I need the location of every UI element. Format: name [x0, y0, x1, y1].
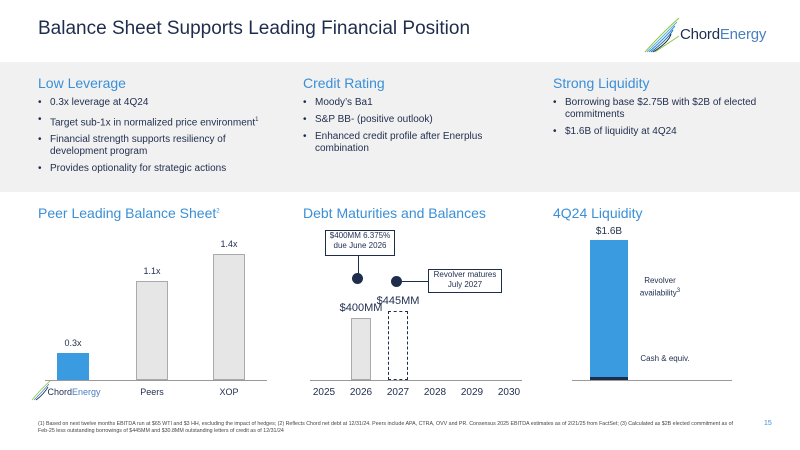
x-axis	[310, 380, 522, 381]
liquidity-heading: Strong Liquidity	[553, 75, 650, 91]
tick-label: XOP	[219, 387, 239, 397]
data-label: $400MM	[339, 302, 383, 314]
bar	[136, 281, 168, 380]
tick-label: 2026	[349, 387, 373, 398]
chord-energy-small-logo-icon	[31, 380, 51, 401]
bullet: Target sub-1x in normalized price enviro…	[38, 114, 263, 129]
tick-label: 2025	[312, 387, 336, 398]
revolver-callout: Revolver matures July 2027	[428, 269, 502, 293]
bar	[351, 318, 371, 380]
logo-wordmark: ChordEnergy	[680, 26, 767, 43]
tick-label-chord: ChordEnergy	[47, 387, 101, 397]
bullet: S&P BB- (positive outlook)	[303, 114, 513, 126]
tick-label: Peers	[140, 387, 164, 397]
bullet: Enhanced credit profile after Enerplus c…	[303, 131, 513, 155]
credit-bullets: Moody’s Ba1 S&P BB- (positive outlook) E…	[303, 97, 513, 160]
leverage-heading: Low Leverage	[38, 75, 126, 91]
x-axis	[572, 380, 732, 381]
callout-connector	[358, 255, 359, 278]
data-label: 1.4x	[220, 239, 238, 249]
cash-segment-label: Cash & equiv.	[640, 354, 690, 363]
bar	[388, 311, 408, 380]
tick-label: 2027	[386, 387, 410, 398]
bullet: Financial strength supports resiliency o…	[38, 134, 263, 158]
bullet: Moody’s Ba1	[303, 97, 513, 109]
page-number: 15	[764, 420, 772, 427]
callout-connector	[402, 281, 428, 282]
page-title: Balance Sheet Supports Leading Financial…	[38, 18, 471, 39]
data-label: 0.3x	[64, 338, 82, 348]
bullet: Borrowing base $2.75B with $2B of electe…	[553, 97, 783, 121]
x-axis	[45, 380, 267, 381]
bar-segment	[590, 377, 628, 380]
data-label: 1.1x	[143, 266, 161, 276]
credit-heading: Credit Rating	[303, 75, 385, 91]
tick-label: 2028	[423, 387, 447, 398]
liquidity-bullets: Borrowing base $2.75B with $2B of electe…	[553, 97, 783, 143]
footnote: (1) Based on next twelve months EBITDA r…	[38, 421, 734, 434]
callout-marker	[352, 273, 363, 284]
leverage-bullets: 0.3x leverage at 4Q24 Target sub-1x in n…	[38, 97, 263, 180]
data-label: $1.6B	[595, 226, 623, 237]
bond-callout: $400MM 6.375% due June 2026	[325, 230, 395, 256]
tick-label: 2030	[497, 387, 521, 398]
tick-label: 2029	[460, 387, 484, 398]
data-label: $445MM	[376, 295, 420, 308]
liquidity-chart-title: 4Q24 Liquidity	[553, 205, 643, 221]
bullet: $1.6B of liquidity at 4Q24	[553, 126, 783, 138]
bar-segment	[590, 240, 628, 378]
bar	[213, 254, 245, 380]
revolver-segment-label: Revolver availability3	[639, 276, 681, 298]
bullet: Provides optionality for strategic actio…	[38, 163, 263, 175]
callout-marker	[391, 276, 402, 287]
bullet: 0.3x leverage at 4Q24	[38, 97, 263, 109]
chord-energy-logo-icon	[644, 17, 680, 53]
debt-chart-title: Debt Maturities and Balances	[303, 205, 486, 221]
peer-chart-title: Peer Leading Balance Sheet2	[38, 205, 220, 221]
bar	[57, 353, 89, 380]
